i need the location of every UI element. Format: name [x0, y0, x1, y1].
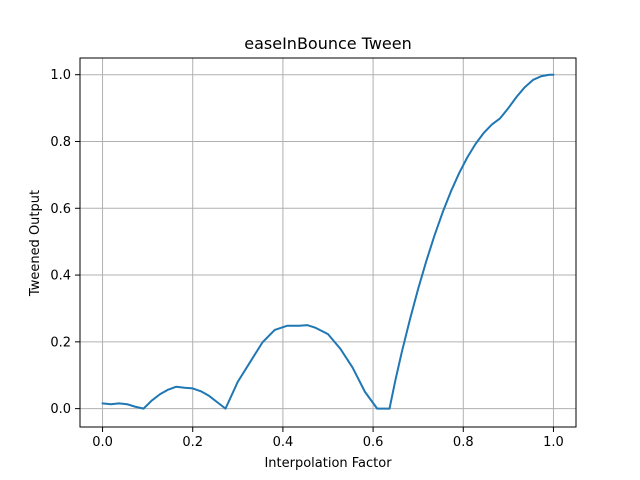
y-tick-label: 0.4	[50, 269, 71, 284]
x-tick-label: 0.8	[453, 435, 474, 450]
x-tick-label: 0.0	[92, 435, 113, 450]
x-tick-label: 0.2	[182, 435, 203, 450]
chart-title: easeInBounce Tween	[244, 34, 412, 53]
plot-frame	[79, 57, 577, 428]
series-layer	[101, 73, 555, 410]
y-axis-label: Tweened Output	[28, 190, 43, 297]
x-tick-label: 1.0	[543, 435, 564, 450]
y-tick-label: 0.2	[50, 335, 71, 350]
series-line	[101, 73, 555, 410]
grid-layer	[80, 58, 576, 427]
y-tick-label: 0.8	[50, 135, 71, 150]
plot-area-background	[80, 58, 576, 427]
x-tick-label: 0.6	[363, 435, 384, 450]
x-axis-label: Interpolation Factor	[264, 456, 392, 471]
x-tick-label: 0.4	[273, 435, 294, 450]
y-tick-label: 0.6	[50, 202, 71, 217]
y-tick-label: 0.0	[50, 402, 71, 417]
tick-layer: 0.0 0.2 0.4 0.6 0.8 1.0 0.0 0.2 0.4 0.6 0.8 1.0	[50, 68, 563, 450]
y-tick-label: 1.0	[50, 68, 71, 83]
